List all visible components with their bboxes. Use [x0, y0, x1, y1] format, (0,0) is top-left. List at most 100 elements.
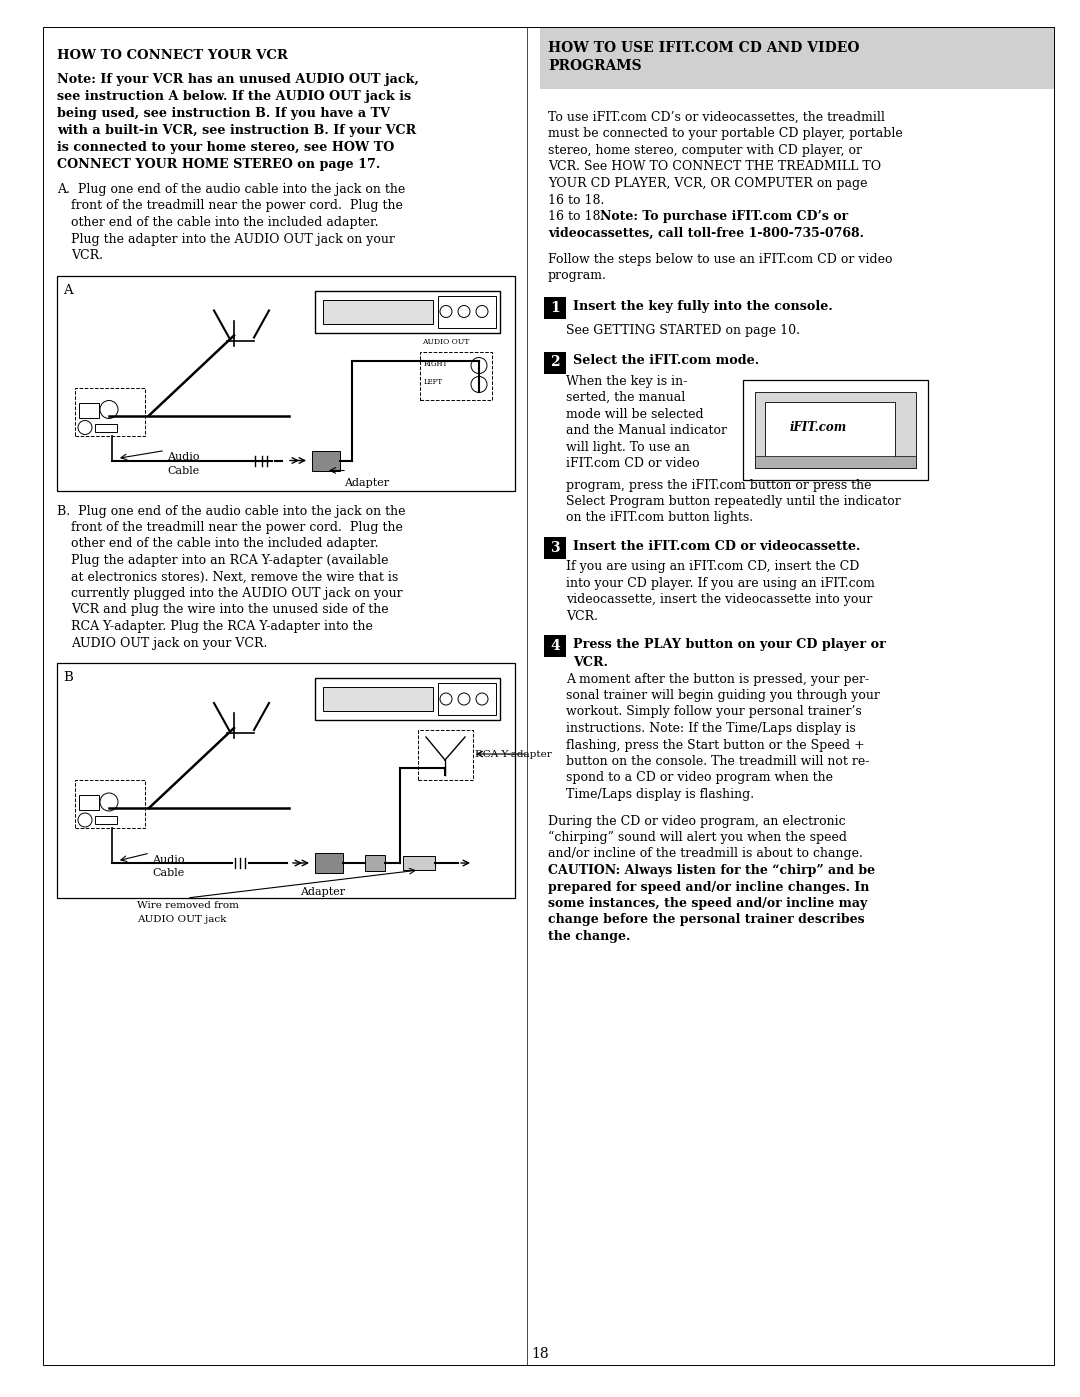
Bar	[544, 352, 566, 373]
Text: VCR.: VCR.	[71, 249, 103, 263]
Text: Audio: Audio	[152, 855, 185, 865]
Bar	[403, 856, 435, 870]
Text: change before the personal trainer describes: change before the personal trainer descr…	[548, 914, 865, 926]
Text: workout. Simply follow your personal trainer’s: workout. Simply follow your personal tra…	[566, 705, 862, 718]
Text: VCR and plug the wire into the unused side of the: VCR and plug the wire into the unused si…	[71, 604, 389, 616]
Bar	[323, 299, 433, 324]
Text: AUDIO OUT jack on your VCR.: AUDIO OUT jack on your VCR.	[71, 637, 268, 650]
Text: CAUTION: Always listen for the “chirp” and be: CAUTION: Always listen for the “chirp” a…	[548, 863, 875, 877]
Text: mode will be selected: mode will be selected	[566, 408, 704, 420]
Bar	[365, 855, 384, 870]
Text: sonal trainer will begin guiding you through your: sonal trainer will begin guiding you thr…	[566, 689, 880, 703]
Text: Press the PLAY button on your CD player or: Press the PLAY button on your CD player …	[573, 638, 886, 651]
Bar	[315, 291, 500, 332]
Text: other end of the cable into the included adapter.: other end of the cable into the included…	[71, 217, 378, 229]
Text: When the key is in-: When the key is in-	[566, 374, 687, 387]
Text: AUDIO OUT jack: AUDIO OUT jack	[137, 915, 227, 923]
Text: must be connected to your portable CD player, portable: must be connected to your portable CD pl…	[548, 127, 903, 141]
Text: Select the iFIT.com mode.: Select the iFIT.com mode.	[573, 355, 759, 367]
Bar	[418, 731, 473, 780]
Text: instructions. Note: If the Time/Laps display is: instructions. Note: If the Time/Laps dis…	[566, 722, 855, 735]
Text: HOW TO USE IFIT.COM CD AND VIDEO: HOW TO USE IFIT.COM CD AND VIDEO	[548, 41, 860, 54]
Text: videocassette, insert the videocassette into your: videocassette, insert the videocassette …	[566, 592, 873, 606]
Text: being used, see instruction B. If you have a TV: being used, see instruction B. If you ha…	[57, 108, 390, 120]
Text: see instruction A below. If the AUDIO OUT jack is: see instruction A below. If the AUDIO OU…	[57, 89, 411, 103]
Text: Adapter: Adapter	[300, 887, 346, 897]
Text: 1: 1	[550, 300, 559, 314]
Bar	[420, 352, 492, 400]
Text: program, press the iFIT.com button or press the: program, press the iFIT.com button or pr…	[566, 479, 872, 492]
Text: button on the console. The treadmill will not re-: button on the console. The treadmill wil…	[566, 754, 869, 768]
Text: B: B	[63, 671, 72, 685]
Text: Insert the key fully into the console.: Insert the key fully into the console.	[573, 300, 833, 313]
Bar	[75, 387, 145, 436]
Text: Note: If your VCR has an unused AUDIO OUT jack,: Note: If your VCR has an unused AUDIO OU…	[57, 73, 419, 87]
Bar	[743, 380, 928, 479]
Bar	[765, 401, 895, 457]
Bar	[79, 402, 99, 418]
Text: RCA Y-adapter: RCA Y-adapter	[475, 750, 552, 759]
Text: 16 to 18.: 16 to 18.	[548, 210, 608, 224]
Bar	[540, 27, 1054, 89]
Text: front of the treadmill near the power cord.  Plug the: front of the treadmill near the power co…	[71, 521, 403, 534]
Bar	[315, 854, 343, 873]
Text: VCR.: VCR.	[566, 609, 598, 623]
Text: Insert the iFIT.com CD or videocassette.: Insert the iFIT.com CD or videocassette.	[573, 541, 861, 553]
Text: program.: program.	[548, 270, 607, 282]
Text: Adapter: Adapter	[345, 479, 389, 489]
Text: RCA Y-adapter. Plug the RCA Y-adapter into the: RCA Y-adapter. Plug the RCA Y-adapter in…	[71, 620, 373, 633]
Text: HOW TO CONNECT YOUR VCR: HOW TO CONNECT YOUR VCR	[57, 49, 288, 61]
Bar	[57, 275, 515, 490]
Text: is connected to your home stereo, see HOW TO: is connected to your home stereo, see HO…	[57, 141, 394, 154]
Text: Cable: Cable	[152, 868, 185, 877]
Text: During the CD or video program, an electronic: During the CD or video program, an elect…	[548, 814, 846, 827]
Text: serted, the manual: serted, the manual	[566, 391, 685, 404]
Text: 2: 2	[550, 355, 559, 369]
Text: LEFT: LEFT	[424, 379, 443, 387]
Text: other end of the cable into the included adapter.: other end of the cable into the included…	[71, 538, 378, 550]
Text: will light. To use an: will light. To use an	[566, 440, 690, 454]
Text: B.  Plug one end of the audio cable into the jack on the: B. Plug one end of the audio cable into …	[57, 504, 405, 517]
Text: A: A	[63, 284, 72, 296]
Text: YOUR CD PLAYER, VCR, OR COMPUTER on page: YOUR CD PLAYER, VCR, OR COMPUTER on page	[548, 177, 867, 190]
Text: and the Manual indicator: and the Manual indicator	[566, 425, 727, 437]
Text: Follow the steps below to use an iFIT.com CD or video: Follow the steps below to use an iFIT.co…	[548, 253, 892, 265]
Text: videocassettes, call toll-free 1-800-735-0768.: videocassettes, call toll-free 1-800-735…	[548, 226, 864, 239]
Text: Note: To purchase iFIT.com CD’s or: Note: To purchase iFIT.com CD’s or	[600, 210, 848, 224]
Text: prepared for speed and/or incline changes. In: prepared for speed and/or incline change…	[548, 880, 869, 894]
Bar	[323, 687, 433, 711]
Text: with a built-in VCR, see instruction B. If your VCR: with a built-in VCR, see instruction B. …	[57, 124, 416, 137]
Text: RIGHT: RIGHT	[424, 359, 448, 367]
Bar	[95, 816, 117, 824]
Text: Select Program button repeatedly until the indicator: Select Program button repeatedly until t…	[566, 495, 901, 509]
Text: To use iFIT.com CD’s or videocassettes, the treadmill: To use iFIT.com CD’s or videocassettes, …	[548, 110, 885, 124]
Text: at electronics stores). Next, remove the wire that is: at electronics stores). Next, remove the…	[71, 570, 399, 584]
Bar	[544, 298, 566, 319]
Text: and/or incline of the treadmill is about to change.: and/or incline of the treadmill is about…	[548, 848, 863, 861]
Text: CONNECT YOUR HOME STEREO on page 17.: CONNECT YOUR HOME STEREO on page 17.	[57, 158, 380, 170]
Text: Time/Laps display is flashing.: Time/Laps display is flashing.	[566, 788, 754, 800]
Text: VCR.: VCR.	[573, 657, 608, 669]
Text: 3: 3	[550, 541, 559, 555]
Text: A.  Plug one end of the audio cable into the jack on the: A. Plug one end of the audio cable into …	[57, 183, 405, 196]
Text: “chirping” sound will alert you when the speed: “chirping” sound will alert you when the…	[548, 831, 847, 844]
Text: 18: 18	[531, 1347, 549, 1361]
Text: 4: 4	[550, 638, 559, 652]
Text: Audio: Audio	[167, 453, 200, 462]
Bar	[57, 664, 515, 898]
Bar	[438, 296, 496, 327]
Text: spond to a CD or video program when the: spond to a CD or video program when the	[566, 771, 833, 785]
Bar	[544, 636, 566, 657]
Text: flashing, press the Start button or the Speed +: flashing, press the Start button or the …	[566, 739, 865, 752]
Text: stereo, home stereo, computer with CD player, or: stereo, home stereo, computer with CD pl…	[548, 144, 862, 156]
Text: into your CD player. If you are using an iFIT.com: into your CD player. If you are using an…	[566, 577, 875, 590]
Text: Plug the adapter into the AUDIO OUT jack on your: Plug the adapter into the AUDIO OUT jack…	[71, 232, 395, 246]
Text: Cable: Cable	[167, 465, 199, 475]
Bar	[312, 450, 340, 471]
Text: on the iFIT.com button lights.: on the iFIT.com button lights.	[566, 511, 753, 524]
Text: Plug the adapter into an RCA Y-adapter (available: Plug the adapter into an RCA Y-adapter (…	[71, 555, 389, 567]
Text: See GETTING STARTED on page 10.: See GETTING STARTED on page 10.	[566, 324, 800, 337]
Bar	[755, 391, 916, 468]
Text: PROGRAMS: PROGRAMS	[548, 59, 642, 73]
Bar	[75, 780, 145, 828]
